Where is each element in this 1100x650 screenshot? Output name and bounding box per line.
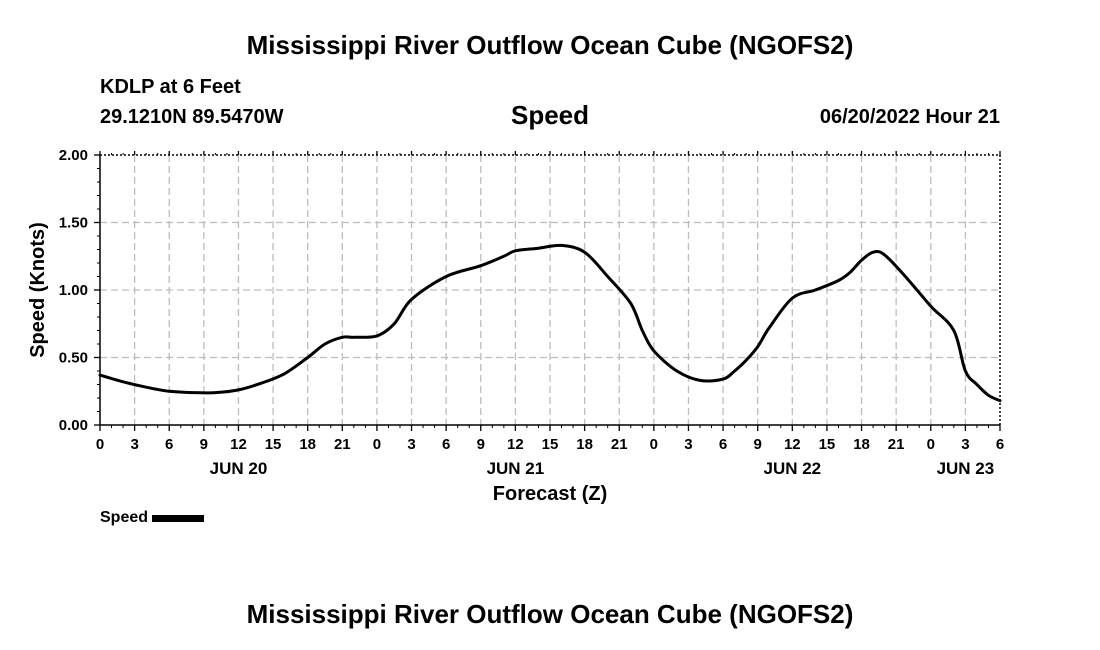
x-tick-label: 15 — [265, 436, 282, 453]
x-tick-label: 6 — [719, 436, 727, 453]
x-tick-label: 21 — [888, 436, 905, 453]
y-tick-label: 1.50 — [59, 215, 88, 232]
axes — [94, 151, 1001, 431]
y-tick-label: 2.00 — [59, 147, 88, 164]
legend: Speed — [100, 509, 205, 527]
station-label: KDLP at 6 Feet — [100, 76, 241, 98]
x-tick-label: 9 — [477, 436, 485, 453]
x-tick-label: 0 — [96, 436, 104, 453]
chart-title: Mississippi River Outflow Ocean Cube (NG… — [246, 30, 854, 60]
x-tick-label: 6 — [442, 436, 450, 453]
date-label: JUN 20 — [210, 459, 268, 478]
x-tick-label: 15 — [542, 436, 559, 453]
y-tick-label: 0.00 — [59, 417, 88, 434]
x-tick-label: 3 — [684, 436, 692, 453]
legend-label: Speed — [100, 509, 149, 526]
date-label: JUN 22 — [763, 459, 821, 478]
x-tick-label: 12 — [784, 436, 801, 453]
datetime-label: 06/20/2022 Hour 21 — [819, 106, 1000, 128]
x-axis-label: Forecast (Z) — [493, 483, 607, 505]
legend-swatch — [152, 514, 205, 522]
x-tick-label: 12 — [507, 436, 524, 453]
coordinates-label: 29.1210N 89.5470W — [100, 106, 284, 128]
x-tick-label: 18 — [576, 436, 593, 453]
x-tick-label: 18 — [299, 436, 316, 453]
x-tick-label: 12 — [230, 436, 247, 453]
x-tick-label: 6 — [996, 436, 1004, 453]
chart-subtitle: Speed — [510, 100, 590, 130]
x-tick-label: 0 — [373, 436, 381, 453]
tick-labels: 0 3 6 9 12 15 18 21 0 3 6 9 12 15 18 21 0 3 6 9 12 15 18 21 0 3 6 0… — [59, 147, 1004, 478]
x-tick-label: 9 — [200, 436, 208, 453]
x-tick-label: 3 — [130, 436, 138, 453]
grid-lines — [100, 155, 1000, 425]
x-tick-label: 21 — [334, 436, 351, 453]
x-tick-label: 3 — [407, 436, 415, 453]
date-label: JUN 23 — [937, 459, 995, 478]
y-tick-label: 0.50 — [59, 350, 88, 367]
x-tick-label: 0 — [650, 436, 658, 453]
x-tick-label: 21 — [611, 436, 628, 453]
x-tick-label: 15 — [819, 436, 836, 453]
y-tick-label: 1.00 — [59, 282, 88, 299]
footer-title: Mississippi River Outflow Ocean Cube (NG… — [246, 599, 854, 629]
x-tick-label: 18 — [853, 436, 870, 453]
series-line-speed — [98, 243, 1002, 403]
date-label: JUN 21 — [487, 459, 545, 478]
x-tick-label: 6 — [165, 436, 173, 453]
x-tick-label: 9 — [754, 436, 762, 453]
series-group — [98, 243, 1002, 403]
x-tick-label: 3 — [961, 436, 969, 453]
y-axis-label: Speed (Knots) — [27, 222, 49, 358]
x-tick-label: 0 — [927, 436, 935, 453]
